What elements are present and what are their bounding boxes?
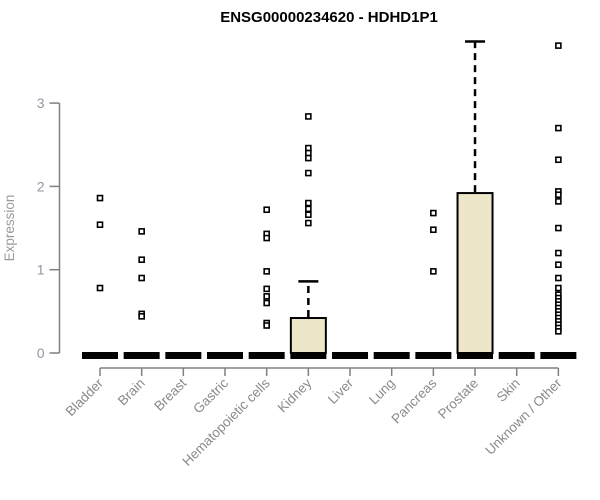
outlier-point[interactable] bbox=[96, 194, 104, 202]
outlier-point[interactable] bbox=[263, 299, 270, 307]
marks-group bbox=[82, 40, 577, 359]
x-category-label: Liver bbox=[325, 375, 357, 407]
y-tick-label: 1 bbox=[37, 262, 45, 278]
median-bar-gastric[interactable] bbox=[207, 352, 244, 359]
outlier-point[interactable] bbox=[138, 313, 145, 320]
outlier-point[interactable] bbox=[138, 256, 145, 264]
x-category-label: Breast bbox=[151, 375, 189, 413]
outlier-point[interactable] bbox=[430, 268, 437, 275]
chart-title: ENSG00000234620 - HDHD1P1 bbox=[220, 9, 438, 26]
outlier-point[interactable] bbox=[263, 268, 270, 275]
median-bar-hematopoietic-cells[interactable] bbox=[248, 352, 285, 359]
median-bar-brain[interactable] bbox=[123, 352, 160, 359]
outlier-point[interactable] bbox=[263, 285, 270, 293]
median-bar-kidney[interactable] bbox=[290, 352, 327, 359]
outlier-point[interactable] bbox=[305, 154, 312, 162]
outlier-point[interactable] bbox=[96, 221, 104, 229]
outlier-point[interactable] bbox=[430, 209, 437, 217]
box-prostate[interactable] bbox=[456, 192, 494, 354]
outlier-point[interactable] bbox=[96, 284, 104, 292]
y-tick-label: 0 bbox=[37, 345, 45, 361]
outlier-point[interactable] bbox=[555, 284, 562, 292]
median-bar-bladder[interactable] bbox=[82, 352, 118, 359]
outlier-point[interactable] bbox=[555, 42, 562, 49]
outlier-point[interactable] bbox=[555, 274, 562, 282]
y-tick-label: 2 bbox=[37, 178, 45, 194]
outlier-point[interactable] bbox=[138, 274, 145, 282]
y-tick-label: 3 bbox=[37, 95, 45, 111]
outlier-point[interactable] bbox=[305, 113, 312, 120]
box-kidney[interactable] bbox=[289, 317, 327, 355]
x-category-label: Lung bbox=[366, 376, 398, 408]
x-category-label: Unknown / Other bbox=[482, 375, 565, 458]
median-bar-pancreas[interactable] bbox=[415, 352, 452, 359]
x-category-label: Pancreas bbox=[389, 375, 440, 426]
outlier-point[interactable] bbox=[263, 234, 270, 242]
x-category-label: Kidney bbox=[275, 375, 315, 415]
outlier-point[interactable] bbox=[555, 191, 562, 199]
outlier-point[interactable] bbox=[305, 205, 312, 213]
outlier-point[interactable] bbox=[305, 199, 312, 207]
outlier-point[interactable] bbox=[555, 249, 562, 257]
outlier-point[interactable] bbox=[555, 261, 562, 269]
median-bar-unknown-other[interactable] bbox=[540, 352, 577, 359]
outlier-point[interactable] bbox=[263, 322, 270, 329]
outlier-point[interactable] bbox=[263, 293, 270, 300]
outlier-point[interactable] bbox=[263, 206, 270, 214]
outlier-point[interactable] bbox=[305, 169, 312, 177]
outlier-point[interactable] bbox=[138, 228, 145, 235]
median-bar-liver[interactable] bbox=[332, 352, 369, 359]
outlier-point[interactable] bbox=[305, 211, 312, 219]
x-category-label: Brain bbox=[115, 376, 148, 409]
median-bar-skin[interactable] bbox=[498, 352, 535, 359]
x-category-label: Skin bbox=[494, 376, 523, 405]
median-bar-lung[interactable] bbox=[373, 352, 410, 359]
outlier-point[interactable] bbox=[555, 156, 562, 164]
x-category-label: Gastric bbox=[190, 375, 231, 416]
outlier-point[interactable] bbox=[430, 226, 437, 234]
x-category-label: Prostate bbox=[435, 376, 481, 422]
outlier-point[interactable] bbox=[555, 124, 562, 132]
outlier-point[interactable] bbox=[555, 224, 562, 232]
outlier-point[interactable] bbox=[305, 219, 312, 227]
x-category-label: Bladder bbox=[63, 375, 107, 419]
median-bar-breast[interactable] bbox=[165, 352, 202, 359]
outlier-point[interactable] bbox=[555, 328, 562, 335]
outlier-point[interactable] bbox=[555, 198, 562, 205]
y-axis-label: Expression bbox=[2, 195, 17, 262]
median-bar-prostate[interactable] bbox=[457, 352, 494, 359]
